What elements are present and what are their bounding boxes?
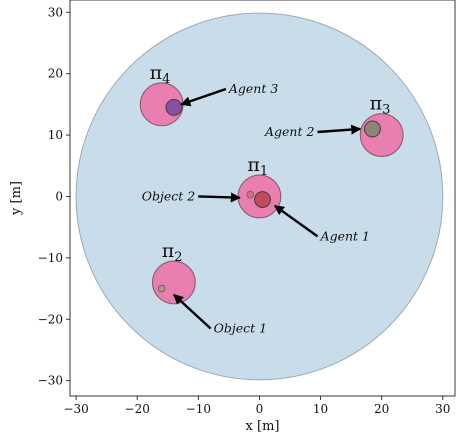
x-tick-label: −20 [125,402,150,416]
plot-frame [69,0,456,397]
y-tick-label: 10 [48,128,63,142]
annotation-label: Agent 3 [228,81,278,96]
annotation-label: Object 1 [214,320,267,335]
y-tick-label: 30 [48,5,63,19]
y-axis: −30 −20 −10 0 10 20 30 [38,5,70,388]
x-tick-label: −30 [63,402,88,416]
region-circle [359,113,404,158]
region-circle [151,260,196,305]
annotation-arrow [317,124,362,135]
y-tick-label: −10 [38,251,63,265]
agent-marker [254,191,271,208]
annotation-arrow [180,87,227,107]
region-label: π3 [370,93,391,118]
y-tick-label: −30 [38,374,63,388]
y-axis-label: y [m] [9,181,24,216]
object-marker [157,284,166,293]
y-tick-label: 20 [48,67,63,81]
annotation-arrow [273,204,319,238]
annotation-label: Object 2 [142,188,196,203]
y-tick-label: −20 [38,312,63,326]
region-label: π1 [247,154,268,179]
object-marker [246,190,255,199]
x-tick-label: 30 [435,402,450,416]
y-tick-label: 0 [55,189,63,203]
x-tick-label: −10 [186,402,211,416]
x-axis-label: x [m] [246,419,280,434]
annotation-arrow [173,293,212,330]
annotation-arrow [198,192,241,203]
x-tick-label: 20 [374,402,389,416]
x-axis: −30 −20 −10 0 10 20 30 [63,396,450,416]
x-tick-label: 0 [256,402,264,416]
region-label: π2 [162,240,183,265]
annotation-label: Agent 2 [264,124,314,139]
agent-marker [364,120,381,138]
x-tick-label: 10 [313,402,328,416]
annotation-label: Agent 1 [320,228,370,243]
agent-marker [165,98,183,116]
region-label: π4 [150,62,171,87]
